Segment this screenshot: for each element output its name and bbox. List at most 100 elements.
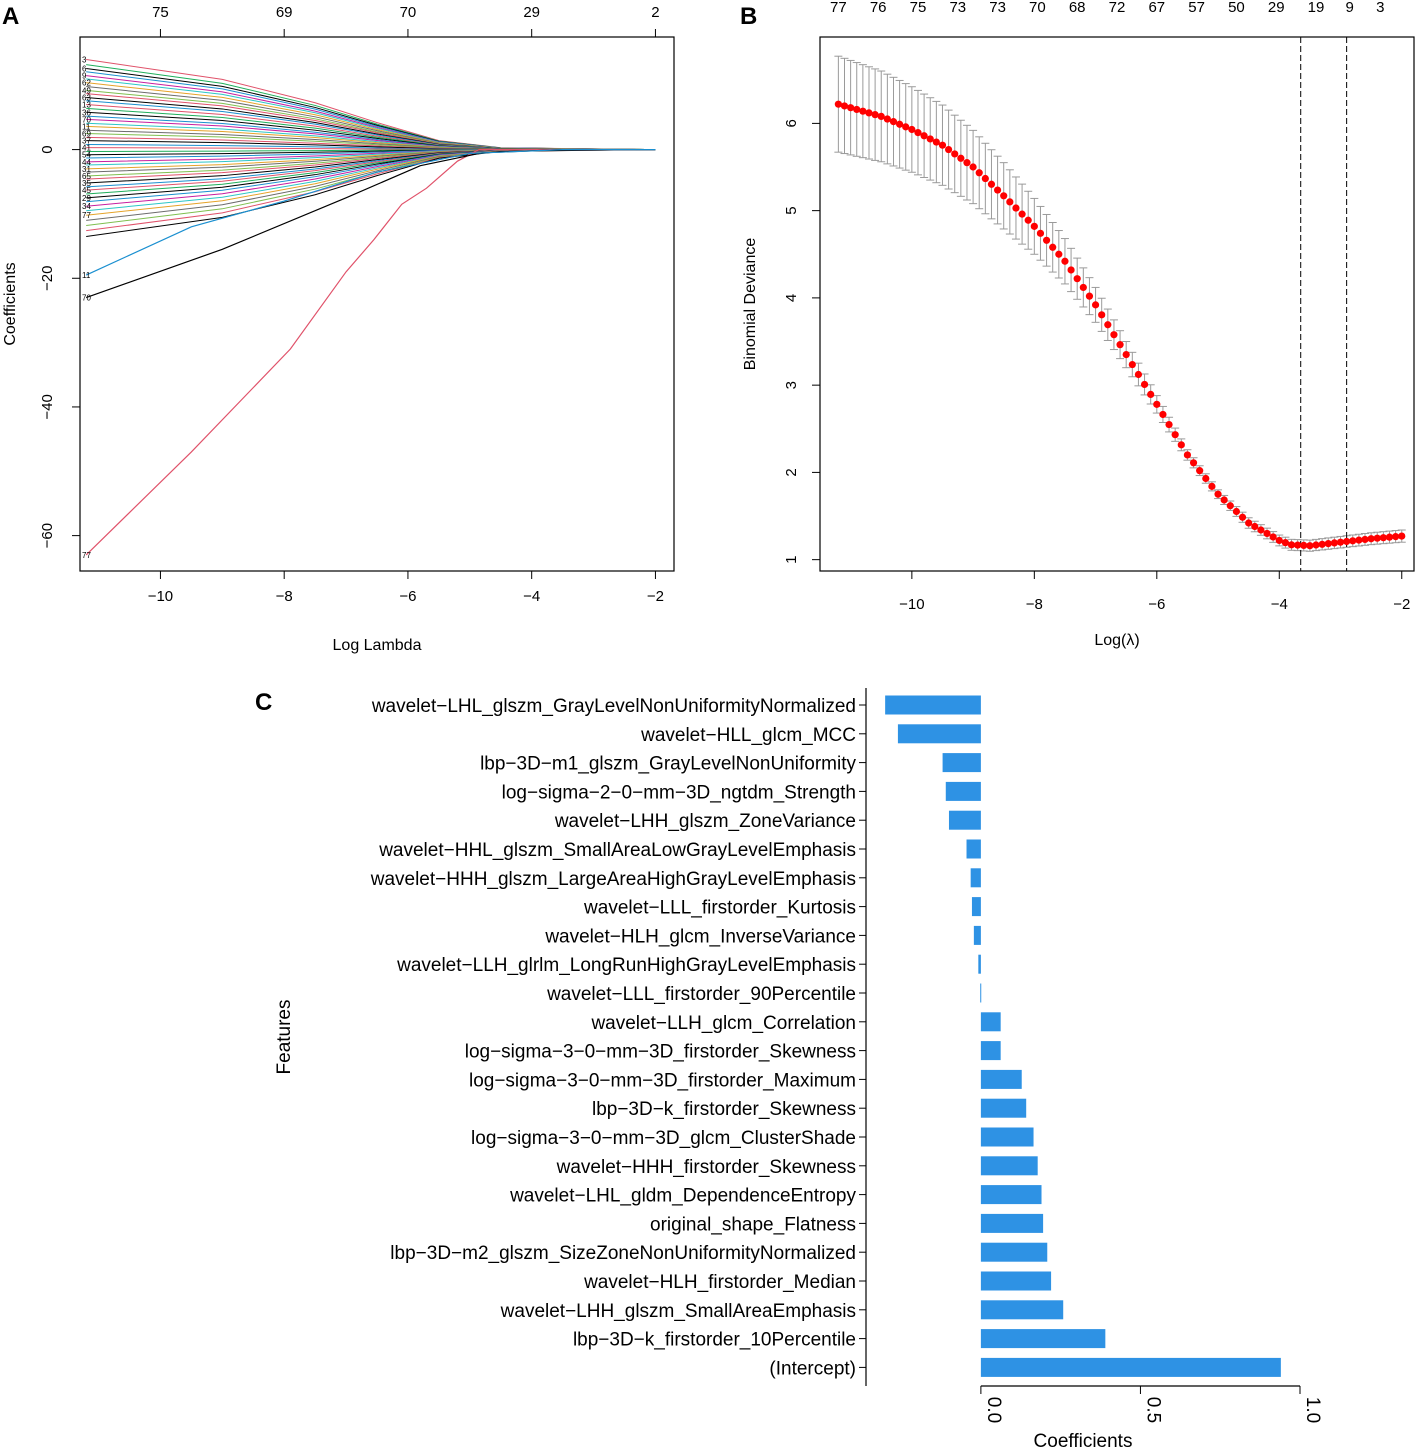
coefficient-bar [978, 954, 981, 974]
deviance-point [1287, 541, 1296, 549]
feature-label: lbp−3D−k_firstorder_Skewness [592, 1099, 856, 1120]
deviance-point [1091, 301, 1100, 309]
feature-label: wavelet−LHL_gldm_DependenceEntropy [509, 1186, 856, 1207]
deviance-point [951, 150, 959, 158]
feature-label: wavelet−LHH_glszm_SmallAreaEmphasis [500, 1301, 856, 1322]
deviance-point [914, 129, 922, 137]
x-tick-label: −4 [523, 588, 540, 605]
deviance-point [840, 102, 849, 110]
x-tick-label: −6 [399, 588, 416, 605]
top-tick-label: 70 [400, 4, 417, 21]
feature-label: log−sigma−3−0−mm−3D_firstorder_Maximum [469, 1070, 856, 1091]
panel-b-chart: −10 −8 −6 −4 −2 77 76 75 73 73 70 68 72 67 57 50 29 19 9 3 1… [742, 0, 1415, 649]
panel-a-chart: 7770113696249631336701169374154443165354… [2, 4, 675, 654]
top-tick-label: 68 [1069, 0, 1086, 16]
deviance-point [1398, 532, 1406, 540]
coefficient-bar [897, 724, 981, 744]
deviance-point [1245, 519, 1253, 527]
path-end-label: 62 [82, 79, 91, 88]
top-tick-label: 29 [1268, 0, 1285, 16]
coefficient-bar [885, 695, 981, 715]
deviance-point [963, 159, 971, 167]
deviance-point [1196, 467, 1204, 475]
path-end-label: 70 [82, 294, 91, 303]
deviance-point [1208, 482, 1216, 490]
panel-b-reference-lines [1300, 37, 1348, 571]
feature-label: wavelet−HHL_glszm_SmallAreaLowGrayLevelE… [378, 840, 856, 861]
coefficient-bar [980, 983, 982, 1003]
deviance-point [853, 105, 861, 114]
path-end-label: 36 [82, 108, 91, 117]
deviance-point [1392, 533, 1400, 541]
deviance-point [1012, 204, 1020, 212]
coefficient-bar [980, 1098, 1027, 1118]
coefficient-bar [942, 753, 981, 773]
path-end-label: 54 [82, 151, 91, 160]
panel-label-b: B [740, 3, 757, 30]
y-tick-label: 1 [783, 555, 800, 563]
deviance-point [1177, 441, 1185, 449]
deviance-point [1116, 341, 1124, 349]
top-tick-label: 73 [989, 0, 1006, 16]
x-tick-label: −6 [1148, 596, 1165, 613]
path-end-label: 69 [82, 130, 91, 139]
deviance-point [889, 118, 898, 126]
deviance-point [1055, 250, 1063, 258]
path-end-label: 49 [82, 86, 91, 95]
deviance-point [902, 123, 910, 131]
path-end-label: 31 [82, 165, 91, 174]
deviance-point [1165, 420, 1173, 429]
feature-label: wavelet−LHH_glszm_ZoneVariance [554, 811, 856, 832]
deviance-point [877, 112, 885, 121]
deviance-point [938, 141, 947, 149]
feature-label: lbp−3D−m1_glszm_GrayLevelNonUniformity [480, 754, 856, 775]
feature-label: lbp−3D−m2_glszm_SizeZoneNonUniformityNor… [390, 1243, 856, 1264]
deviance-point [1042, 236, 1051, 244]
deviance-point [1379, 534, 1387, 542]
x-tick-label: −4 [1271, 596, 1288, 613]
deviance-point [896, 120, 904, 128]
feature-label: wavelet−HHH_firstorder_Skewness [556, 1157, 856, 1178]
deviance-point [908, 125, 916, 134]
deviance-point [981, 174, 989, 183]
deviance-point [1049, 243, 1057, 251]
coefficient-bar [971, 897, 981, 917]
coefficient-bar [980, 1329, 1106, 1349]
panel-c-y-axis-title: Features [274, 1000, 295, 1075]
deviance-point [1361, 535, 1369, 544]
deviance-point [1183, 451, 1192, 459]
path-end-label: 65 [82, 172, 91, 181]
panel-label-a: A [2, 3, 19, 30]
deviance-point [1067, 266, 1075, 274]
deviance-point [1153, 400, 1161, 408]
deviance-point [1024, 216, 1032, 224]
deviance-point [944, 145, 953, 154]
y-tick-label: 5 [783, 206, 800, 214]
deviance-point [1251, 522, 1259, 531]
y-tick-label: −40 [39, 394, 56, 419]
deviance-point [932, 138, 940, 146]
panel-c-axes: wavelet−LHL_glszm_GrayLevelNonUniformity… [370, 688, 1323, 1423]
top-tick-label: 19 [1308, 0, 1325, 16]
x-tick-label: −2 [1393, 596, 1410, 613]
feature-label: wavelet−HHH_glszm_LargeAreaHighGrayLevel… [370, 869, 856, 890]
deviance-point [1263, 529, 1271, 538]
coef-path-line [86, 149, 656, 237]
deviance-point [1104, 321, 1112, 329]
deviance-point [1202, 474, 1210, 483]
feature-label: log−sigma−3−0−mm−3D_firstorder_Skewness [465, 1042, 856, 1063]
coefficient-bar [980, 1012, 1001, 1032]
panel-b-axes: −10 −8 −6 −4 −2 77 76 75 73 73 70 68 72 67 57 50 29 19 9 3 1… [783, 0, 1410, 613]
top-tick-label: 73 [949, 0, 966, 16]
deviance-point [1171, 431, 1179, 439]
y-tick-label: −20 [39, 266, 56, 291]
deviance-point [1269, 533, 1277, 541]
top-tick-label: 50 [1228, 0, 1245, 16]
panel-a-axes: −10 −8 −6 −4 −2 75 69 70 29 2 −60 −40 −20 0 [39, 4, 664, 605]
feature-label: log−sigma−2−0−mm−3D_ngtdm_Strength [502, 782, 856, 803]
deviance-point [1110, 331, 1118, 339]
coefficient-bar [966, 839, 981, 859]
deviance-point [1306, 542, 1314, 550]
deviance-point [1018, 210, 1026, 218]
deviance-point [1343, 537, 1351, 546]
